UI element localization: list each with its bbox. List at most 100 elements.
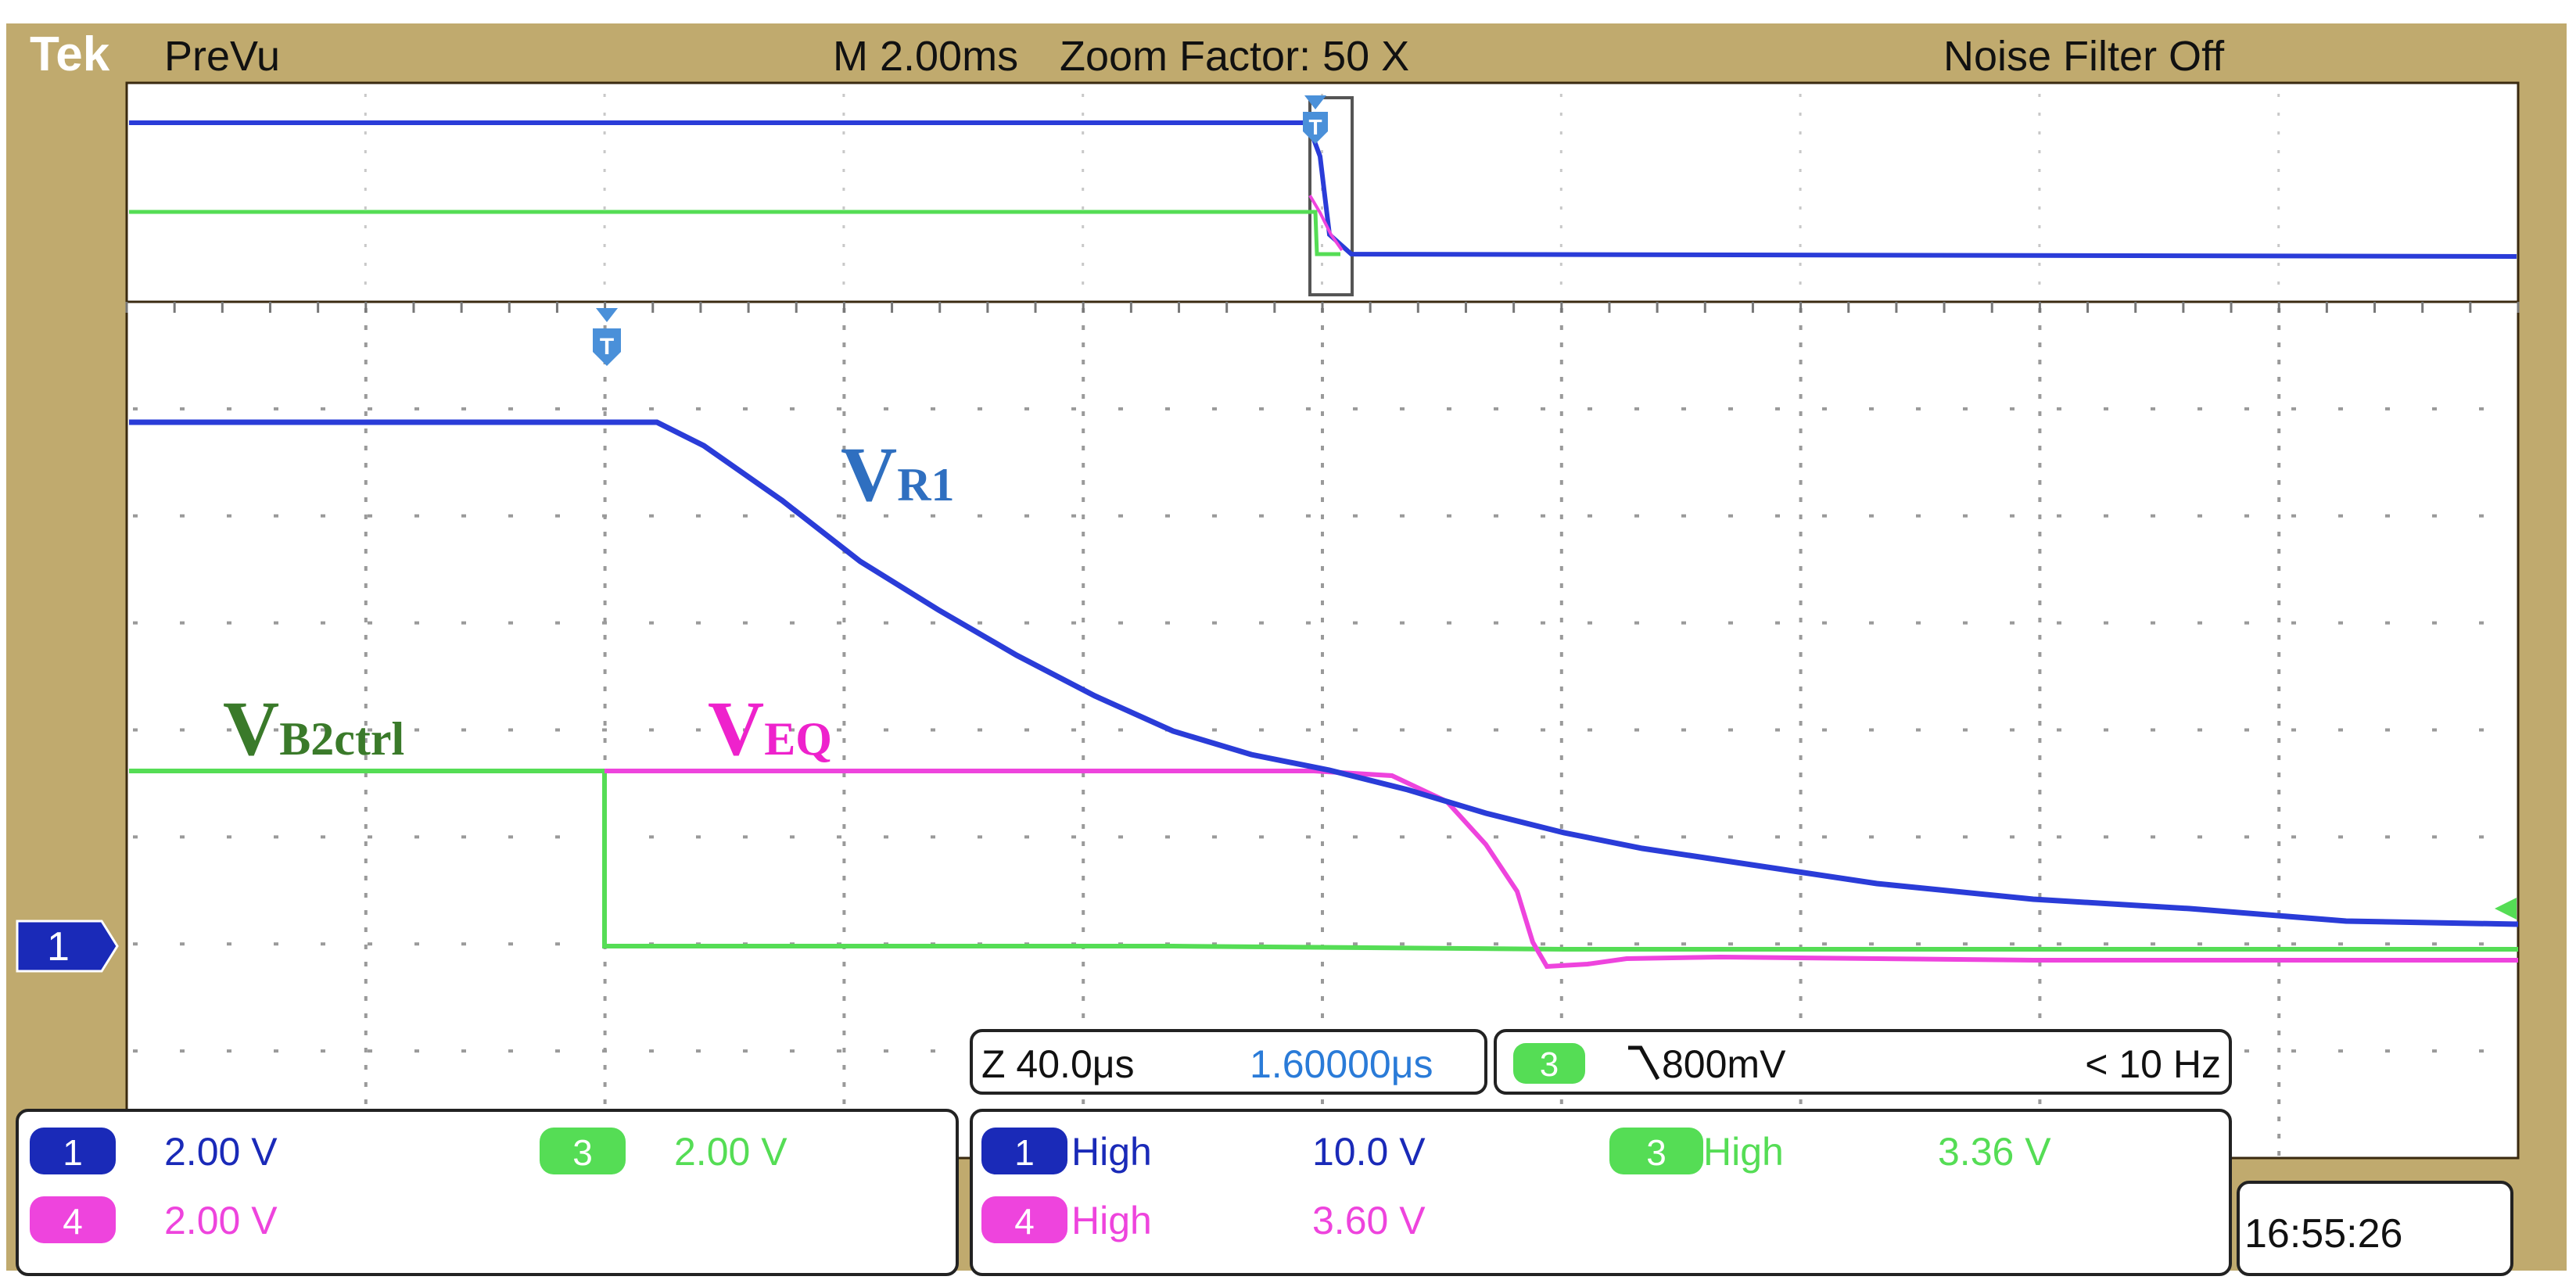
grid-dot bbox=[2038, 893, 2042, 898]
grid-dot bbox=[1082, 755, 1085, 760]
grid-dot bbox=[555, 407, 560, 411]
overview-grid-dot bbox=[842, 150, 845, 153]
overview-grid-dot bbox=[1321, 281, 1323, 285]
grid-dot bbox=[1799, 876, 1803, 880]
zoom-readout-box[interactable] bbox=[970, 1029, 1487, 1095]
grid-dot bbox=[133, 621, 138, 625]
grid-dot bbox=[1353, 621, 1358, 625]
trigger-channel-number: 3 bbox=[1540, 1045, 1559, 1084]
meas-ch4-badge[interactable] bbox=[981, 1196, 1067, 1243]
grid-dot bbox=[2038, 583, 2042, 588]
grid-dot bbox=[364, 1031, 368, 1035]
grid-dot bbox=[1082, 428, 1085, 433]
grid-dot bbox=[1541, 621, 1545, 625]
ch1-badge[interactable] bbox=[30, 1128, 116, 1174]
grid-dot bbox=[2277, 635, 2281, 640]
grid-dot bbox=[1775, 407, 1780, 411]
overview-grid-dot bbox=[842, 206, 845, 210]
grid-dot bbox=[1082, 790, 1085, 794]
grid-dot bbox=[2277, 515, 2281, 519]
clock-box bbox=[2237, 1181, 2513, 1276]
grid-dot bbox=[1321, 910, 1324, 915]
overview-grid-dot bbox=[364, 225, 367, 228]
grid-dot bbox=[2277, 325, 2281, 330]
grid-dot bbox=[842, 824, 846, 829]
overview-trigger-marker-icon[interactable] bbox=[1303, 112, 1328, 144]
overview-grid-dot bbox=[603, 131, 606, 134]
trigger-level-readout: 800mV bbox=[1662, 1042, 1786, 1086]
grid-dot bbox=[1447, 407, 1451, 411]
grid-dot bbox=[364, 773, 368, 777]
grid-dot bbox=[842, 669, 846, 674]
meas-ch1-badge[interactable] bbox=[981, 1128, 1067, 1174]
grid-dot bbox=[1728, 621, 1733, 625]
ch4-badge[interactable] bbox=[30, 1196, 116, 1243]
grid-dot bbox=[508, 942, 513, 946]
grid-tick bbox=[1608, 302, 1611, 313]
grid-dot bbox=[1118, 728, 1123, 732]
grid-dot bbox=[2277, 859, 2281, 863]
grid-dot bbox=[978, 514, 982, 518]
grid-dot bbox=[133, 835, 138, 839]
grid-dot bbox=[364, 996, 368, 1001]
grid-dot bbox=[1082, 979, 1085, 984]
grid-dot bbox=[603, 1082, 607, 1087]
grid-dot bbox=[1118, 514, 1123, 518]
trigger-level-icon[interactable] bbox=[2495, 898, 2517, 920]
trigger-marker-icon[interactable] bbox=[593, 328, 621, 366]
grid-tick bbox=[173, 302, 176, 313]
grid-dot bbox=[1822, 728, 1827, 732]
overview-trace-ch3 bbox=[129, 210, 1340, 256]
grid-dot bbox=[1799, 721, 1803, 726]
grid-dot bbox=[508, 514, 513, 518]
grid-dot bbox=[1082, 515, 1085, 519]
trigger-position-icon[interactable] bbox=[596, 308, 618, 322]
grid-tick bbox=[891, 302, 894, 313]
grid-dot bbox=[1559, 790, 1563, 794]
grid-dot bbox=[1588, 728, 1592, 732]
grid-dot bbox=[1321, 652, 1324, 657]
grid-tick bbox=[1034, 302, 1037, 313]
grid-dot bbox=[1082, 360, 1085, 364]
meas-ch3-badge[interactable] bbox=[1609, 1128, 1703, 1174]
trigger-readout-box[interactable] bbox=[1494, 1029, 2232, 1095]
grid-dot bbox=[2038, 394, 2042, 399]
grid-dot bbox=[1082, 859, 1085, 863]
grid-dot bbox=[2479, 942, 2484, 946]
grid-dot bbox=[2038, 601, 2042, 605]
grid-dot bbox=[2277, 824, 2281, 829]
grid-dot bbox=[364, 325, 368, 330]
overview-grid-dot bbox=[2038, 225, 2041, 228]
grid-dot bbox=[2277, 566, 2281, 571]
grid-dot bbox=[1559, 652, 1563, 657]
grid-dot bbox=[1799, 601, 1803, 605]
grid-dot bbox=[180, 514, 185, 518]
ch3-badge[interactable] bbox=[540, 1128, 626, 1174]
overview-trace-ch4 bbox=[1308, 194, 1344, 252]
grid-dot bbox=[321, 514, 325, 518]
ch4-scale: 2.00 V bbox=[164, 1199, 278, 1242]
grid-dot bbox=[274, 1049, 278, 1053]
overview-grid-dot bbox=[364, 131, 367, 134]
grid-dot bbox=[1799, 1013, 1803, 1018]
grid-dot bbox=[2038, 859, 2042, 863]
grid-dot bbox=[790, 835, 795, 839]
meas-ch4-value: 3.60 V bbox=[1312, 1199, 1426, 1242]
grid-dot bbox=[1400, 942, 1405, 946]
grid-dot bbox=[1321, 721, 1324, 726]
grid-dot bbox=[1400, 728, 1405, 732]
ch1-ground-marker[interactable] bbox=[16, 920, 119, 973]
grid-dot bbox=[2038, 687, 2042, 691]
grid-dot bbox=[603, 325, 607, 330]
grid-dot bbox=[1559, 738, 1563, 743]
grid-dot bbox=[603, 480, 607, 485]
grid-dot bbox=[1321, 738, 1324, 743]
grid-dot bbox=[2197, 835, 2202, 839]
overview-trigger-position-icon[interactable] bbox=[1304, 95, 1326, 109]
grid-dot bbox=[461, 728, 466, 732]
overview-grid-dot bbox=[2277, 94, 2280, 97]
grid-dot bbox=[364, 446, 368, 450]
grid-dot bbox=[227, 621, 231, 625]
grid-dot bbox=[2432, 942, 2437, 946]
grid-dot bbox=[2038, 996, 2042, 1001]
